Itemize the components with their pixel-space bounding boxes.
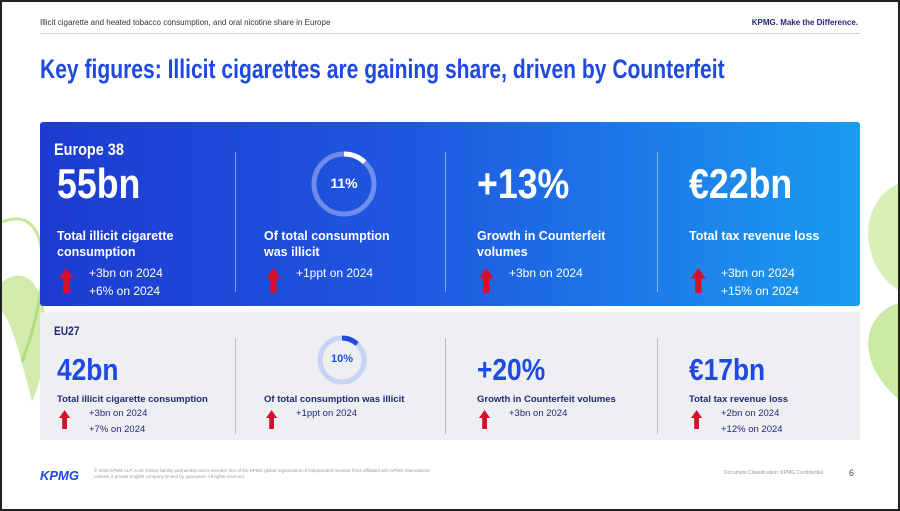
up-arrow	[59, 410, 71, 430]
description: Of total consumption was illicit	[264, 229, 390, 260]
change: +2bn on 2024	[721, 408, 780, 419]
ring-value: 11%	[330, 175, 358, 192]
up-arrow	[266, 410, 278, 430]
ring-value: 10%	[330, 353, 354, 366]
description: Growth in Counterfeit volumes	[477, 394, 616, 405]
key-value: +13%	[477, 160, 570, 207]
panel-eu	[40, 312, 860, 440]
footer-logo: KPMG	[40, 468, 79, 483]
divider	[445, 152, 446, 292]
page-number: 6	[849, 468, 855, 478]
change: +15% on 2024	[721, 284, 799, 298]
key-value: 42bn	[57, 352, 119, 387]
divider	[235, 152, 236, 292]
up-arrow	[479, 268, 494, 294]
change: +3bn on 2024	[509, 266, 583, 280]
up-arrow	[691, 268, 706, 294]
key-value: 55bn	[57, 160, 141, 207]
description: Growth in Counterfeit volumes	[477, 229, 606, 260]
header-rule	[40, 33, 860, 34]
title: Key figures: Illicit cigarettes are gain…	[40, 54, 725, 84]
description: Total tax revenue loss	[689, 394, 789, 405]
ring	[317, 335, 367, 385]
change: +12% on 2024	[721, 424, 783, 435]
footer-classification: Document Classification: KPMG Confidenti…	[724, 470, 823, 476]
description: Total illicit cigarette consumption	[57, 229, 174, 260]
up-arrow	[266, 268, 281, 294]
change: +3bn on 2024	[721, 266, 795, 280]
ring	[311, 151, 377, 217]
divider	[235, 338, 236, 434]
change: +3bn on 2024	[509, 408, 568, 419]
change: +3bn on 2024	[89, 408, 148, 419]
change: +1ppt on 2024	[296, 408, 358, 419]
change: +7% on 2024	[89, 424, 146, 435]
decoration	[2, 184, 898, 402]
description: Of total consumption was illicit	[264, 394, 405, 405]
divider	[657, 338, 658, 434]
up-arrow	[479, 410, 491, 430]
footer-legal: © 2025 KPMG LLP, a UK limited liability …	[94, 468, 430, 479]
key-value: €17bn	[689, 352, 766, 387]
header-left: Illicit cigarette and heated tobacco con…	[40, 18, 331, 27]
up-arrow	[59, 268, 74, 294]
divider	[657, 152, 658, 292]
key-value: €22bn	[689, 160, 793, 207]
up-arrow	[691, 410, 703, 430]
description: Total illicit cigarette consumption	[57, 394, 208, 405]
panel-label: Europe 38	[54, 140, 124, 159]
header-right: KPMG. Make the Difference.	[751, 18, 858, 27]
panel-label: EU27	[54, 324, 80, 338]
panel-europe	[40, 122, 860, 306]
divider	[445, 338, 446, 434]
change: +6% on 2024	[89, 284, 161, 298]
description: Total tax revenue loss	[689, 229, 820, 243]
key-value: +20%	[477, 352, 546, 387]
change: +1ppt on 2024	[296, 266, 374, 280]
change: +3bn on 2024	[89, 266, 163, 280]
